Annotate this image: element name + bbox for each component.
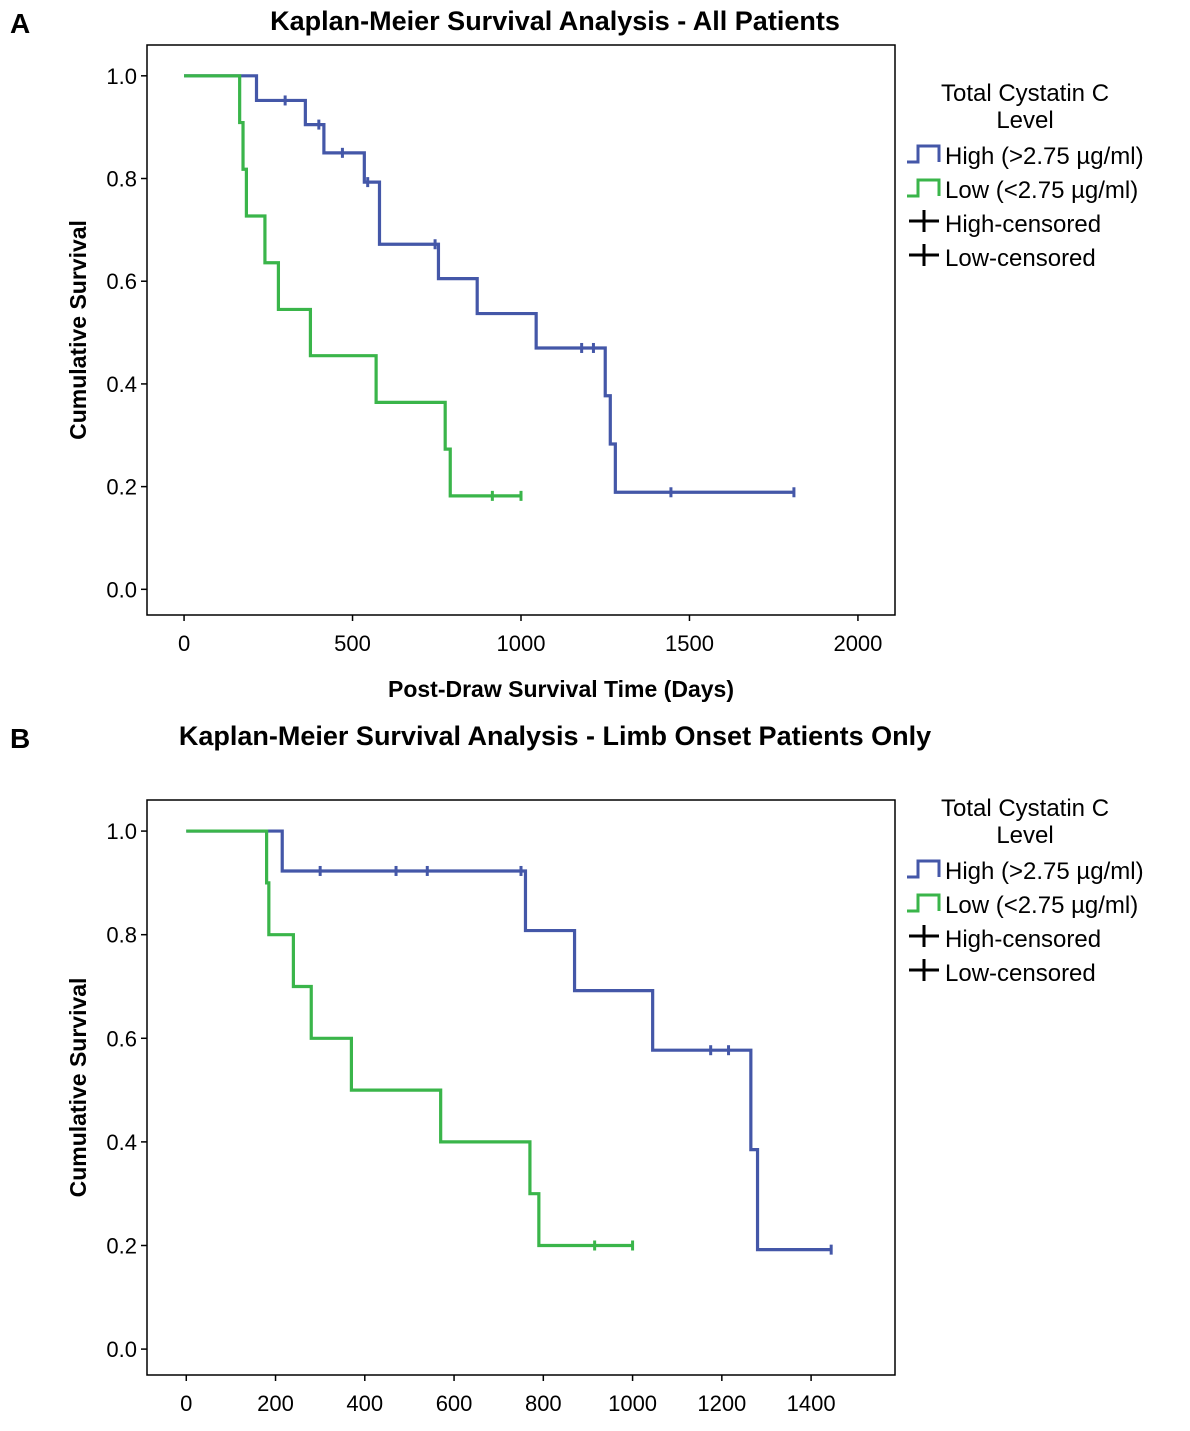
x-tick-label: 600 [436,1391,473,1416]
step-line-icon [907,178,941,198]
high-survival-curve [184,74,794,494]
panel-a: A Kaplan-Meier Survival Analysis - All P… [0,0,1190,715]
plus-icon [909,959,939,981]
plus-icon [909,925,939,947]
high-survival-curve [186,829,832,1252]
y-tick-label: 0.4 [106,1130,137,1155]
x-tick-label: 200 [257,1391,294,1416]
step-line-icon [907,859,941,879]
y-tick-label: 0.0 [106,1337,137,1362]
x-tick-label: 500 [334,631,371,656]
legend-item-high-censored: High-censored [905,923,1190,957]
x-tick-label: 1400 [787,1391,836,1416]
legend-label: High (>2.75 µg/ml) [945,858,1144,885]
y-tick-label: 0.8 [106,167,137,192]
x-tick-label: 400 [346,1391,383,1416]
x-tick-label: 1200 [697,1391,746,1416]
legend: Total Cystatin C Level High (>2.75 µg/ml… [905,80,1190,276]
y-tick-label: 1.0 [106,819,137,844]
chart-title: Kaplan-Meier Survival Analysis - Limb On… [178,721,932,751]
x-tick-label: 1000 [497,631,546,656]
legend-title-line: Level [996,107,1054,134]
panel-letter: B [10,723,31,754]
legend: Total Cystatin C Level High (>2.75 µg/ml… [905,795,1190,991]
legend-item-high-censored: High-censored [905,208,1190,242]
low-survival-curve [186,829,633,1248]
legend-label: Low-censored [945,245,1096,272]
y-tick-label: 0.0 [106,577,137,602]
legend-item-low-censored: Low-censored [905,957,1190,991]
legend-label: Low-censored [945,960,1096,987]
x-tick-label: 0 [178,631,190,656]
plus-icon [909,244,939,266]
legend-item-high: High (>2.75 µg/ml) [905,140,1190,174]
legend-item-high: High (>2.75 µg/ml) [905,855,1190,889]
legend-title-line: Level [996,822,1054,849]
low-survival-curve [184,74,521,498]
plot-frame [146,44,896,616]
legend-item-low: Low (<2.75 µg/ml) [905,174,1190,208]
y-tick-label: 0.6 [106,269,137,294]
x-tick-label: 800 [525,1391,562,1416]
legend-item-low-censored: Low-censored [905,242,1190,276]
chart-title: Kaplan-Meier Survival Analysis - All Pat… [270,6,840,36]
x-tick-label: 0 [180,1391,192,1416]
y-axis-label: Cumulative Survival [65,978,91,1198]
x-tick-label: 1000 [608,1391,657,1416]
step-line-icon [907,144,941,164]
x-tick-label: 2000 [833,631,882,656]
legend-label: High (>2.75 µg/ml) [945,143,1144,170]
step-line-icon [907,893,941,913]
legend-label: High-censored [945,926,1102,953]
legend-title: Total Cystatin C Level [905,795,1145,849]
y-tick-label: 0.8 [106,923,137,948]
y-tick-label: 1.0 [106,64,137,89]
y-tick-label: 0.2 [106,475,137,500]
plot-frame [146,799,896,1376]
y-tick-label: 0.4 [106,372,137,397]
legend-title: Total Cystatin C Level [905,80,1145,134]
y-axis-label: Cumulative Survival [65,220,91,440]
y-tick-label: 0.2 [106,1233,137,1258]
legend-title-line: Total Cystatin C [940,80,1110,107]
legend-item-low: Low (<2.75 µg/ml) [905,889,1190,923]
x-axis-label: Post-Draw Survival Time (Days) [388,676,734,702]
legend-label: High-censored [945,211,1102,238]
y-tick-label: 0.6 [106,1026,137,1051]
plus-icon [909,210,939,232]
legend-title-line: Total Cystatin C [940,795,1110,822]
km-plot: 0.0 0.2 0.4 0.6 0.8 1.0 0 500 1000 1500 2000 Post-D… [65,44,896,702]
panel-letter: A [10,8,31,39]
panel-b: B Kaplan-Meier Survival Analysis - Limb … [0,715,1190,1431]
legend-label: Low (<2.75 µg/ml) [945,177,1139,204]
km-plot: 0.0 0.2 0.4 0.6 0.8 1.0 0 200 400 600 800 1000 1200 1… [65,799,896,1416]
legend-label: Low (<2.75 µg/ml) [945,892,1139,919]
x-tick-label: 1500 [665,631,714,656]
